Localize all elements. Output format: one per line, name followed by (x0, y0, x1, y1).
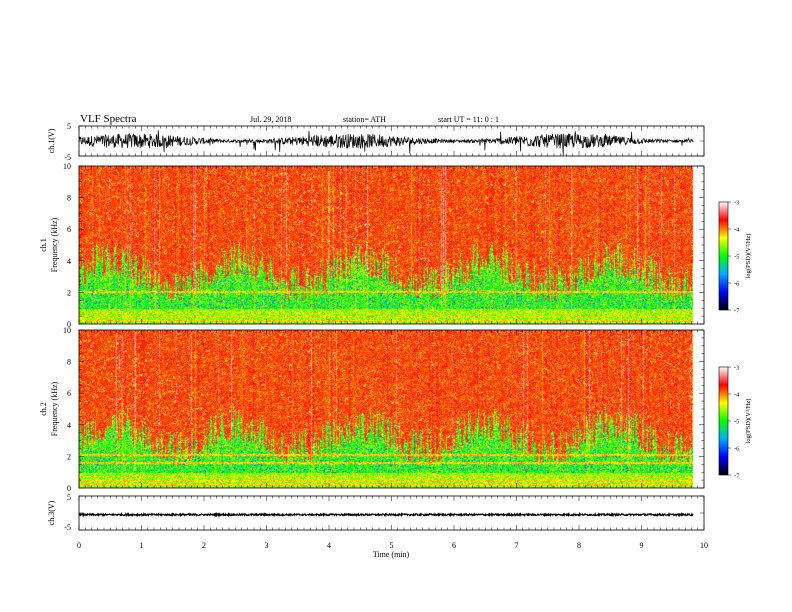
frequency-tick-label: 4 (67, 421, 71, 430)
ch3-waveform-trace (78, 511, 694, 518)
ch1-waveform-ylabel: ch.1(V) (47, 128, 56, 153)
frequency-tick-label: 6 (67, 389, 71, 398)
ch1-channel-label: ch.1 (39, 238, 48, 252)
ch2-channel-label: ch.2 (39, 402, 48, 416)
colorbar-tick-label: -3 (734, 365, 739, 372)
colorbar-tick-label: -3 (734, 200, 739, 207)
time-tick-label: 4 (327, 541, 331, 550)
ch2-spectrogram-image (79, 330, 704, 488)
ch1-colorbar (718, 201, 729, 311)
ch1-spectrogram-ticks (78, 165, 705, 325)
ch1-spectrogram-image (79, 166, 704, 324)
frequency-tick-label: 8 (67, 358, 71, 367)
colorbar-tick-label: -6 (734, 281, 740, 288)
colorbar-tick-label: -7 (734, 473, 740, 480)
frequency-tick-label: 0 (67, 320, 71, 329)
time-axis: 0 1 2 3 4 5 6 7 8 9 10 (77, 541, 708, 550)
ch3-waveform-panel: 5 -5 ch.3(V) (47, 493, 705, 532)
frequency-tick-label: 0 (67, 484, 71, 493)
ch2-colorbar-label: log(PSD)(V²/Hz) (745, 399, 752, 444)
ch1-waveform-trace (78, 130, 694, 156)
ch2-spectrogram-ytick-labels: 0 2 4 6 8 10 (63, 326, 71, 493)
frequency-tick-label: 10 (63, 326, 71, 335)
ch1-frequency-ylabel: Frequency (kHz) (50, 217, 59, 272)
ch1-colorbar-label: log(PSD)(V²/Hz) (745, 234, 752, 279)
colorbar-tick-label: -5 (734, 419, 739, 426)
time-tick-label: 10 (700, 541, 708, 550)
ch1-waveform-panel: 5 -5 ch.1(V) (47, 122, 705, 162)
date-label: Jul. 29, 2018 (250, 115, 291, 124)
colorbar-tick-label: -4 (734, 392, 740, 399)
colorbar-tick-label: -4 (734, 227, 740, 234)
time-tick-label: 9 (640, 541, 644, 550)
ch1-spectrogram-ytick-labels: 0 2 4 6 8 10 (63, 162, 71, 329)
time-tick-label: 7 (515, 541, 519, 550)
time-tick-label: 2 (202, 541, 206, 550)
ch1-colorbar-ticks: -3 -4 -5 -6 -7 (728, 200, 740, 315)
time-tick-label: 0 (77, 541, 81, 550)
frequency-tick-label: 2 (67, 452, 71, 461)
time-tick-label: 6 (452, 541, 456, 550)
frequency-tick-label: 2 (67, 288, 71, 297)
frequency-tick-label: 8 (67, 194, 71, 203)
time-axis-label: Time (min) (373, 550, 410, 559)
ch2-colorbar-ticks: -3 -4 -5 -6 -7 (728, 365, 740, 480)
station-label: station= ATH (343, 115, 386, 124)
figure-title: VLF Spectra (80, 113, 137, 125)
frequency-tick-label: 10 (63, 162, 71, 171)
ch3-waveform-ticks (78, 495, 705, 531)
colorbar-tick-label: -7 (734, 308, 740, 315)
ch1-ytick-top: 5 (67, 122, 71, 131)
ch2-frequency-ylabel: Frequency (kHz) (50, 381, 59, 436)
ch3-waveform-ylabel: ch.3(V) (47, 500, 56, 525)
ch3-ytick-bottom: -5 (64, 523, 71, 532)
time-tick-label: 5 (390, 541, 394, 550)
colorbar-tick-label: -6 (734, 446, 740, 453)
start-time-label: start UT = 11: 0 : 1 (438, 115, 499, 124)
ch2-spectrogram-ticks (78, 329, 705, 489)
colorbar-tick-label: -5 (734, 254, 739, 261)
frequency-tick-label: 4 (67, 257, 71, 266)
ch2-colorbar (718, 366, 729, 476)
time-tick-label: 1 (140, 541, 144, 550)
ch1-ytick-bottom: -5 (64, 153, 71, 162)
ch3-ytick-top: 5 (67, 493, 71, 502)
time-tick-label: 8 (577, 541, 581, 550)
ch1-waveform-ticks (78, 125, 705, 157)
time-tick-label: 3 (265, 541, 269, 550)
frequency-tick-label: 6 (67, 225, 71, 234)
